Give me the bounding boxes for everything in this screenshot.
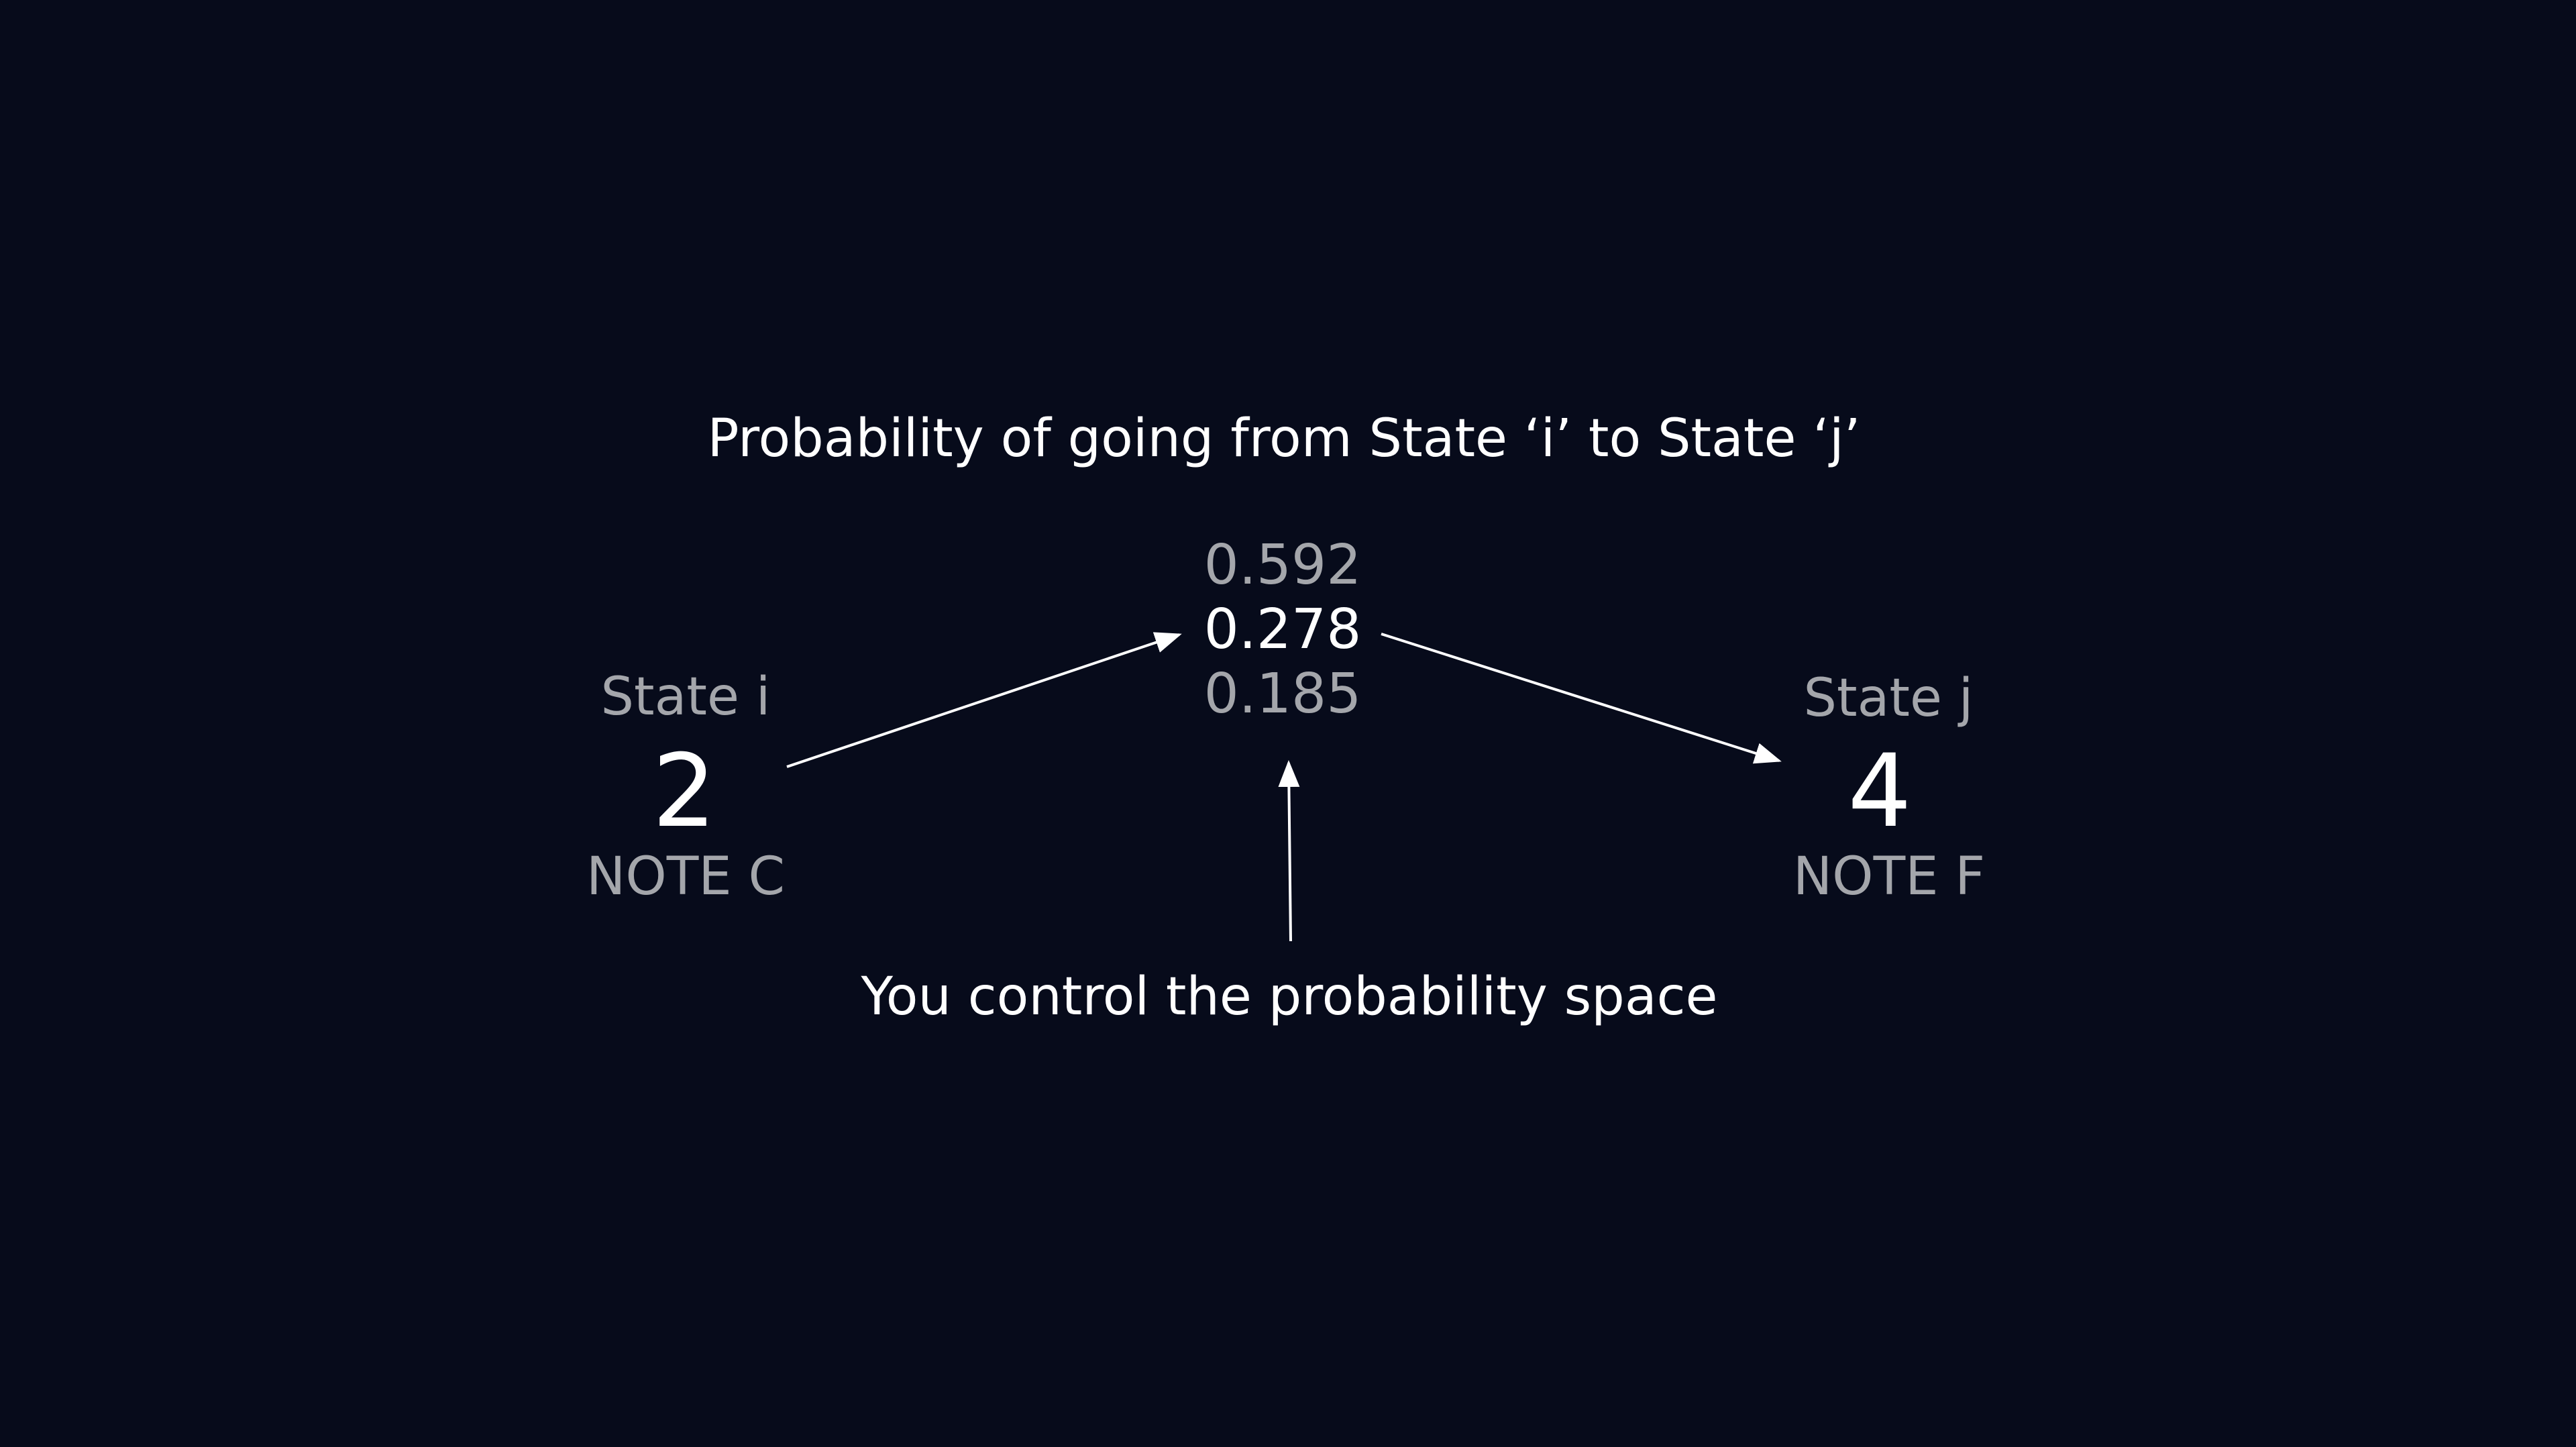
probability-value-top: 0.592 [1203,533,1362,597]
arrow-state-i-to-probability [786,632,1182,768]
diagram-caption: You control the probability space [861,967,1718,1027]
state-i-label: State i [600,667,771,727]
arrow-caption-to-probability [1278,760,1300,942]
arrow-probability-to-state-j [1381,633,1782,764]
probability-value-bottom: 0.185 [1203,662,1362,726]
probability-value-selected: 0.278 [1203,598,1362,661]
state-i-number: 2 [652,733,716,850]
state-j-note: NOTE F [1792,847,1986,907]
state-j-number: 4 [1847,733,1912,850]
state-j-label: State j [1803,668,1974,729]
diagram-heading: Probability of going from State ‘i’ to S… [707,409,1861,469]
state-i-note: NOTE C [586,847,785,907]
